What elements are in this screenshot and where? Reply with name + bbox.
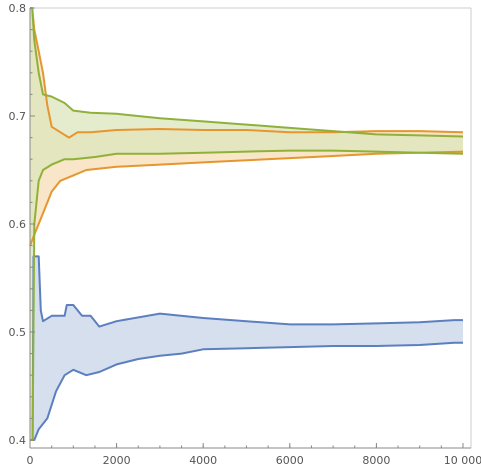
x-tick-label: 6000 [276, 454, 304, 467]
axes-layer: 0.4 0.5 0.6 0.7 0.8 0 2000 4000 6000 8000 10 000 [9, 2, 481, 467]
band-lower-line-0 [30, 341, 463, 441]
y-tick-label: 0.7 [9, 110, 27, 123]
band-upper-line-2 [30, 7, 464, 138]
y-tick-label: 0.6 [9, 218, 27, 231]
band-lower-line-2 [30, 149, 464, 441]
x-tick-label: 8000 [362, 454, 390, 467]
x-tick-label: 0 [27, 454, 34, 467]
x-tick-label: 4000 [189, 454, 217, 467]
y-tick-label: 0.5 [9, 326, 27, 339]
x-tick-label: 2000 [103, 454, 131, 467]
x-tick-label: 10 000 [444, 454, 481, 467]
bands-layer [29, 7, 464, 441]
band-lower-line-1 [29, 150, 464, 246]
band-fill-2 [30, 8, 463, 440]
y-tick-label: 0.8 [9, 2, 27, 15]
y-tick-label: 0.4 [9, 434, 27, 447]
band-upper-line-0 [30, 255, 463, 441]
band-upper-line-1 [30, 7, 464, 139]
